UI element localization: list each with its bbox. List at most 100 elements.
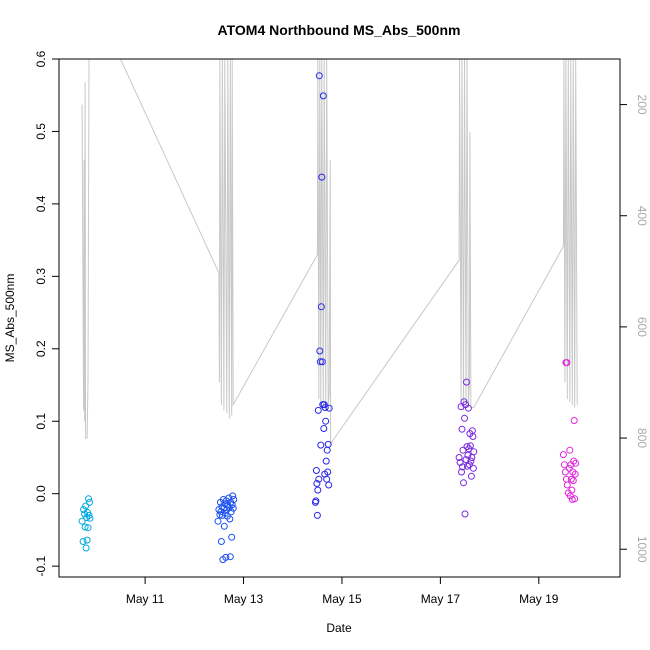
data-point (320, 401, 328, 409)
data-point (316, 358, 324, 366)
data-point (321, 404, 329, 411)
data-point (324, 440, 332, 448)
x-tick-label: May 13 (224, 592, 264, 606)
data-point (469, 464, 477, 472)
data-point (320, 425, 328, 432)
data-point (570, 417, 578, 424)
y-axis: -0.1 0.0 0.1 0.2 0.3 0.4 0.5 0.6 (34, 50, 59, 576)
data-point (464, 404, 472, 412)
data-point (466, 442, 474, 450)
data-point (458, 468, 465, 476)
data-point (563, 359, 571, 367)
right-tick-label: 400 (635, 206, 649, 226)
data-point (315, 72, 323, 80)
secondary-line-layer (81, 58, 578, 446)
data-point (467, 457, 475, 465)
data-point (470, 448, 478, 456)
y-tick-label: -0.1 (34, 555, 48, 576)
data-point (222, 553, 230, 561)
data-point (86, 514, 94, 522)
data-point (83, 536, 91, 544)
y-tick-label: 0.1 (34, 413, 48, 430)
data-point (458, 425, 466, 433)
right-tick-label: 800 (635, 428, 649, 448)
right-tick-label: 1000 (635, 536, 649, 563)
data-point (459, 463, 466, 471)
y-tick-label: 0.4 (34, 195, 48, 212)
data-point (464, 451, 472, 459)
data-point (316, 347, 324, 355)
data-point (220, 522, 228, 530)
data-point (463, 462, 471, 470)
x-axis: May 11 May 13 May 15 May 17 May 19 (126, 577, 559, 606)
data-point (465, 461, 473, 469)
data-point (461, 510, 469, 518)
data-point (78, 517, 86, 525)
data-point (312, 467, 320, 474)
data-point (82, 544, 90, 552)
data-point (228, 533, 236, 541)
data-point (318, 173, 326, 181)
data-point (84, 524, 92, 532)
right-tick-label: 200 (635, 95, 649, 115)
data-point (217, 538, 225, 545)
data-point (227, 508, 235, 516)
x-tick-label: May 11 (126, 592, 165, 606)
data-point (325, 404, 333, 412)
y-tick-label: 0.0 (34, 485, 48, 502)
data-point (567, 475, 575, 483)
data-point (314, 486, 322, 494)
data-point (323, 446, 331, 454)
data-point (228, 501, 236, 509)
data-point (81, 523, 89, 531)
data-point (229, 504, 237, 512)
data-point (314, 406, 322, 414)
data-point (569, 477, 577, 485)
data-point (462, 456, 470, 464)
data-point (214, 517, 222, 525)
data-point (312, 497, 320, 505)
data-point (563, 481, 571, 489)
data-point (317, 303, 325, 311)
data-point (323, 475, 331, 483)
y-tick-label: 0.6 (34, 50, 48, 67)
data-point (571, 495, 579, 503)
data-point (319, 92, 327, 100)
data-point (230, 496, 238, 503)
data-point (467, 472, 475, 480)
chart-title: ATOM4 Northbound MS_Abs_500nm (218, 22, 461, 38)
data-point (322, 417, 330, 425)
y-tick-label: 0.5 (34, 123, 48, 140)
x-tick-label: May 19 (519, 592, 559, 606)
data-point (565, 464, 573, 472)
data-point (559, 451, 567, 459)
secondary-series-line (81, 58, 578, 446)
data-point (459, 446, 467, 454)
data-point (83, 514, 91, 522)
data-point (572, 459, 580, 467)
plot-frame (58, 58, 621, 578)
right-tick-label: 600 (635, 317, 649, 337)
data-point (226, 515, 234, 523)
data-point (457, 403, 465, 411)
right-axis: 200 400 600 800 1000 (620, 95, 649, 563)
data-point (460, 479, 467, 487)
data-point (229, 492, 237, 500)
x-tick-label: May 15 (322, 592, 362, 606)
y-tick-label: 0.2 (34, 340, 48, 357)
data-point (318, 358, 326, 366)
data-point (85, 495, 92, 503)
data-point (86, 498, 93, 506)
data-point (225, 494, 233, 502)
data-point (570, 457, 578, 465)
data-point (313, 511, 321, 519)
data-point (324, 468, 332, 476)
y-tick-label: 0.3 (34, 268, 48, 285)
data-point (313, 480, 321, 487)
data-point (463, 378, 470, 386)
data-point (566, 446, 574, 454)
data-point (568, 486, 576, 494)
data-point (463, 443, 471, 451)
data-point (317, 441, 325, 449)
